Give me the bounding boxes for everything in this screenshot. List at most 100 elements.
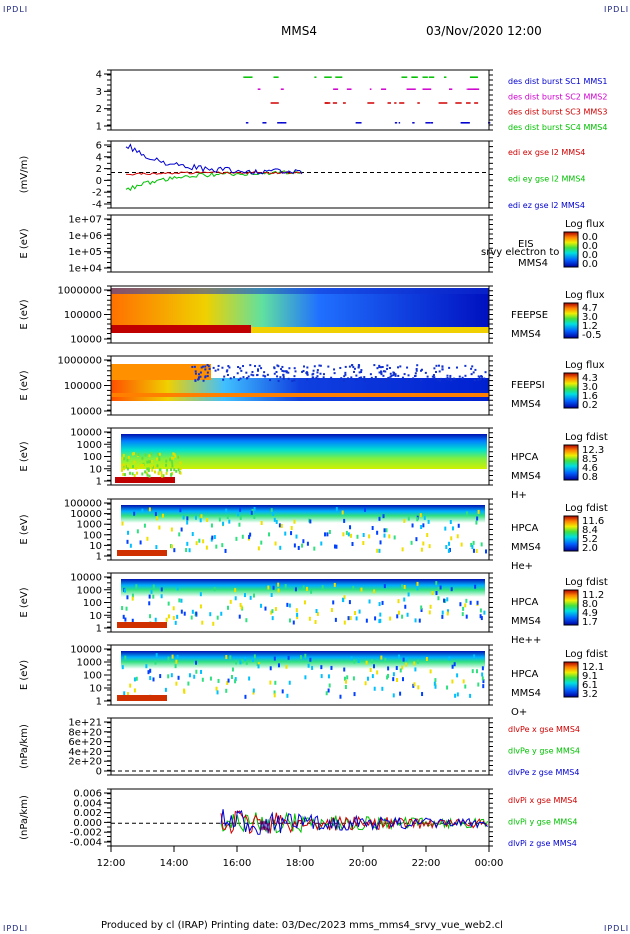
feepsi-speckle [436, 378, 439, 381]
hpca_he-speckle [420, 525, 423, 530]
colorbar-tick-label: 8.0 [582, 599, 598, 610]
ytick-label: -0.002 [70, 828, 102, 839]
hpca_he2-speckle [374, 616, 377, 621]
hpca-h-speckle [155, 457, 158, 461]
hpca_he2-speckle [389, 616, 392, 621]
hpca_he2-speckle [284, 584, 287, 589]
hpca_he2-speckle [121, 606, 124, 611]
hpca_o-speckle [170, 673, 173, 678]
hpca_he2-speckle [240, 605, 243, 610]
hpca_o-speckle [473, 654, 476, 659]
colorbar-tick-label: 3.2 [582, 689, 598, 700]
hpca_o-speckle [234, 679, 237, 684]
hpca_o-speckle [320, 674, 323, 679]
hpca-h-speckle [133, 460, 136, 464]
feepsi-speckle [386, 367, 389, 370]
hpca_he2-speckle [302, 585, 305, 590]
hpca_he-speckle [274, 541, 277, 546]
hpca_o-speckle [227, 678, 230, 683]
feepsi-speckle [415, 367, 418, 370]
hpca_he-speckle [472, 548, 475, 553]
hpca_he2-speckle [195, 611, 198, 616]
hpca_o-speckle [392, 677, 395, 682]
feepsi-speckle [293, 367, 296, 370]
ytick-label: 2 [96, 104, 102, 115]
colorbar-swatch [563, 444, 579, 481]
hpca-h-speckle [174, 454, 177, 458]
legend-entry: edi ey gse l2 MMS4 [508, 175, 586, 184]
hpca_he2-speckle [333, 582, 336, 587]
hpca-h-speckle [172, 452, 175, 456]
hpca_o-speckle [235, 660, 238, 665]
hpca_o-speckle [195, 669, 198, 674]
hpca_he-speckle [224, 548, 227, 553]
hpca_o-speckle [164, 687, 167, 692]
hpca_he-speckle [290, 531, 293, 536]
hpca_he2-speckle [403, 597, 406, 602]
corner-bl-label: IPDLI [3, 924, 29, 933]
feepsi-speckle [340, 377, 343, 380]
hpca-h-speckle [132, 465, 135, 469]
feepsi-speckle [293, 379, 296, 382]
hpca-h-speckle [122, 463, 125, 467]
feepsi-speckle [217, 368, 220, 371]
hpca_he2-speckle [437, 586, 440, 591]
feepsi-speckle [348, 365, 351, 368]
hpca-h-speckle [179, 471, 182, 475]
feepsi-speckle [221, 366, 224, 369]
hpca_o-speckle [155, 653, 158, 658]
hpca_he2-speckle [450, 587, 453, 592]
hpca_he2-speckle [354, 611, 357, 616]
hpca-h-spectrogram-fill [121, 434, 487, 469]
feepsi-speckle [406, 366, 409, 369]
feepsi-speckle [247, 375, 250, 378]
feepsi-speckle [382, 370, 385, 373]
hpca_he2-speckle [180, 609, 183, 614]
hpca-h-speckle [165, 471, 168, 475]
hpca_o-speckle [209, 676, 212, 681]
feepsi-speckle [257, 369, 260, 372]
hpca_he-speckle [419, 513, 422, 518]
hpca_o-speckle [471, 669, 474, 674]
hpca-h-speckle [173, 468, 176, 472]
hpca_he-speckle [448, 547, 451, 552]
feepsi-speckle [432, 374, 435, 377]
colorbar-tick-label: 8.5 [582, 454, 598, 465]
hpca_he2-speckle [270, 610, 273, 615]
x-axis: 12:00 14:00 16:00 18:00 20:00 22:00 00:00 [97, 846, 503, 869]
hpca_he2-speckle [152, 594, 155, 599]
hpca_o-speckle [241, 659, 244, 664]
feepsi-speckle [199, 375, 202, 378]
hpca-h-speckle [139, 464, 142, 468]
ylabel: (nPa/km) [19, 795, 30, 840]
feepsi-speckle [461, 376, 464, 379]
feepsi-speckle [424, 371, 427, 374]
hpca_he2-speckle [234, 596, 237, 601]
feepsi-speckle [471, 365, 474, 368]
ytick-label: 0.002 [73, 808, 102, 819]
hpca_he-speckle [388, 534, 391, 539]
efield-ez-trace [125, 143, 303, 175]
colorbar-title: Log flux [565, 360, 605, 371]
hpca_he-speckle [293, 519, 296, 524]
feepsi-speckle [339, 366, 342, 369]
hpca_he2-speckle [295, 608, 298, 613]
hpca-h-speckle [171, 464, 174, 468]
feepsi-speckle [202, 365, 205, 368]
feepsi-speckle [317, 377, 320, 380]
colorbar-swatch [563, 231, 579, 268]
instrument-label: MMS4 [511, 542, 541, 553]
feepsi-speckle [449, 374, 452, 377]
hpca_he2-speckle [459, 602, 462, 607]
hpca_o-speckle [216, 690, 219, 695]
hpca_he2-speckle [270, 592, 273, 597]
feepsi-speckle [464, 364, 467, 367]
hpca_he2-speckle [431, 591, 434, 596]
feepse-red-band [111, 325, 251, 333]
hpca_he-speckle [146, 536, 149, 541]
ytick-label: 1000000 [57, 356, 102, 367]
hpca_he-speckle [158, 525, 161, 530]
feepsi-speckle [240, 369, 243, 372]
